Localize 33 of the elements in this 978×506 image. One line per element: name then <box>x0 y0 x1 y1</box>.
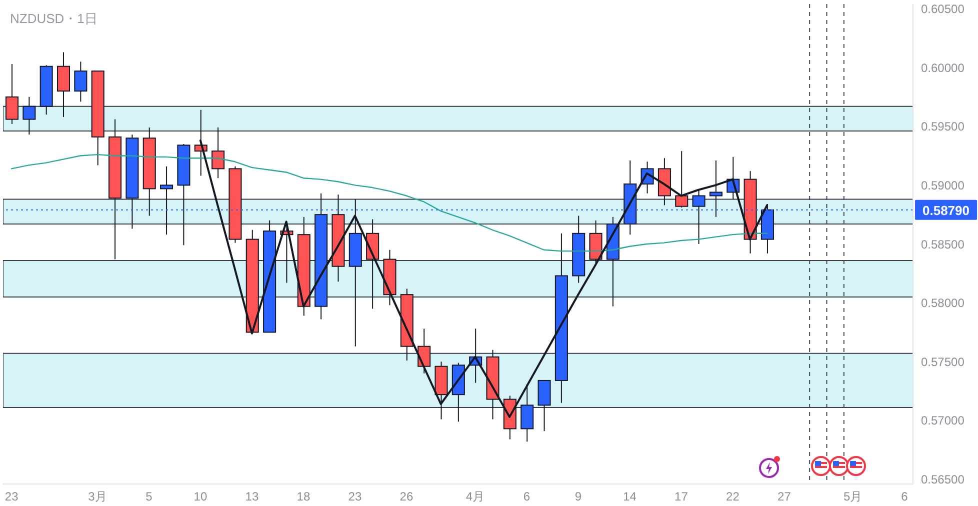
candlestick <box>22 96 36 136</box>
x-tick-label: 23 <box>4 490 19 504</box>
x-tick-label: 10 <box>194 490 208 504</box>
x-tick-label: 3月 <box>88 490 107 504</box>
x-tick-label: 26 <box>400 490 414 504</box>
x-tick-label: 5 <box>146 490 153 504</box>
x-tick-label: 27 <box>778 490 792 504</box>
candlestick <box>74 61 88 102</box>
candlestick <box>5 64 19 124</box>
text: NZDUSD・1日 <box>10 10 98 28</box>
x-tick-label: 23 <box>348 490 362 504</box>
y-tick-label: 0.59000 <box>921 178 965 192</box>
candlestick <box>212 127 225 179</box>
y-tick-label: 0.58500 <box>921 237 965 252</box>
x-tick-label: 9 <box>574 490 582 504</box>
x-tick-label: 14 <box>623 490 637 504</box>
y-tick-label: 0.57000 <box>921 414 965 428</box>
x-tick-label: 22 <box>726 490 740 504</box>
y-tick-label: 0.60000 <box>921 60 965 75</box>
x-tick-label: 18 <box>296 490 310 504</box>
x-tick-label: 5月 <box>844 490 862 504</box>
x-tick-label: 6 <box>901 490 908 504</box>
y-tick-label: 0.59500 <box>921 120 965 134</box>
y-tick-label: 0.56500 <box>921 472 965 487</box>
candlestick <box>675 150 688 208</box>
x-tick-label: 6 <box>523 490 530 504</box>
y-tick-label: 0.57500 <box>921 354 965 369</box>
x-tick-label: 4月 <box>466 490 485 504</box>
y-tick-label: 0.58000 <box>921 296 965 310</box>
x-tick-label: 17 <box>674 490 688 504</box>
ref-line-label: 0.58790 <box>922 202 970 218</box>
x-tick-label: 13 <box>245 490 259 504</box>
y-tick-label: 0.60500 <box>921 2 965 16</box>
